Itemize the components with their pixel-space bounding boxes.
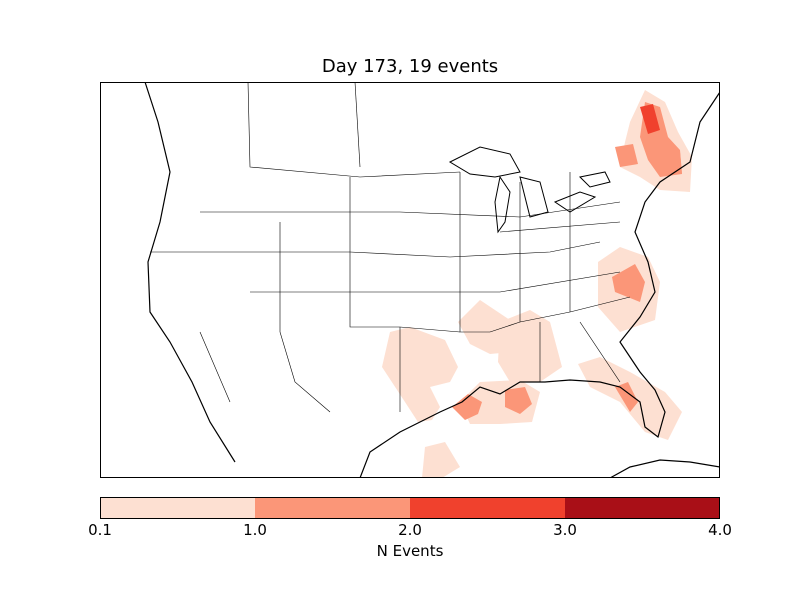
state-borders — [150, 82, 631, 413]
colorbar-label: N Events — [376, 542, 444, 560]
event-area-ny-mid — [615, 144, 638, 167]
event-area-florida-mid — [615, 382, 638, 412]
colorbar-tick: 4.0 — [708, 521, 732, 539]
great-lakes — [448, 146, 611, 234]
event-area-gulf-coast-mid-1 — [452, 394, 482, 420]
colorbar-tick: 2.0 — [398, 521, 422, 539]
map-title: Day 173, 19 events — [321, 56, 499, 77]
map-border — [100, 82, 720, 478]
event-area-maine-mid — [662, 147, 682, 174]
event-area-south-central — [382, 327, 458, 422]
colorbar — [100, 497, 720, 519]
colorbar-tick: 1.0 — [243, 521, 267, 539]
event-shading — [382, 90, 692, 478]
event-area-gulf-coast-mid-2 — [505, 387, 532, 414]
coastlines — [144, 82, 720, 478]
event-area-ok-ar — [458, 300, 512, 354]
colorbar-segment-3 — [410, 497, 565, 519]
colorbar-segment-4 — [565, 497, 720, 519]
event-area-virginia-nc-mid — [612, 264, 645, 302]
colorbar-tick: 0.1 — [88, 521, 112, 539]
colorbar-segment-1 — [100, 497, 255, 519]
event-area-mississippi-alabama — [498, 310, 562, 382]
colorbar-segment-2 — [255, 497, 410, 519]
colorbar-tick: 3.0 — [553, 521, 577, 539]
event-area-new-england-high — [640, 104, 660, 134]
map-plot — [100, 82, 720, 478]
event-area-south-texas — [422, 442, 460, 478]
